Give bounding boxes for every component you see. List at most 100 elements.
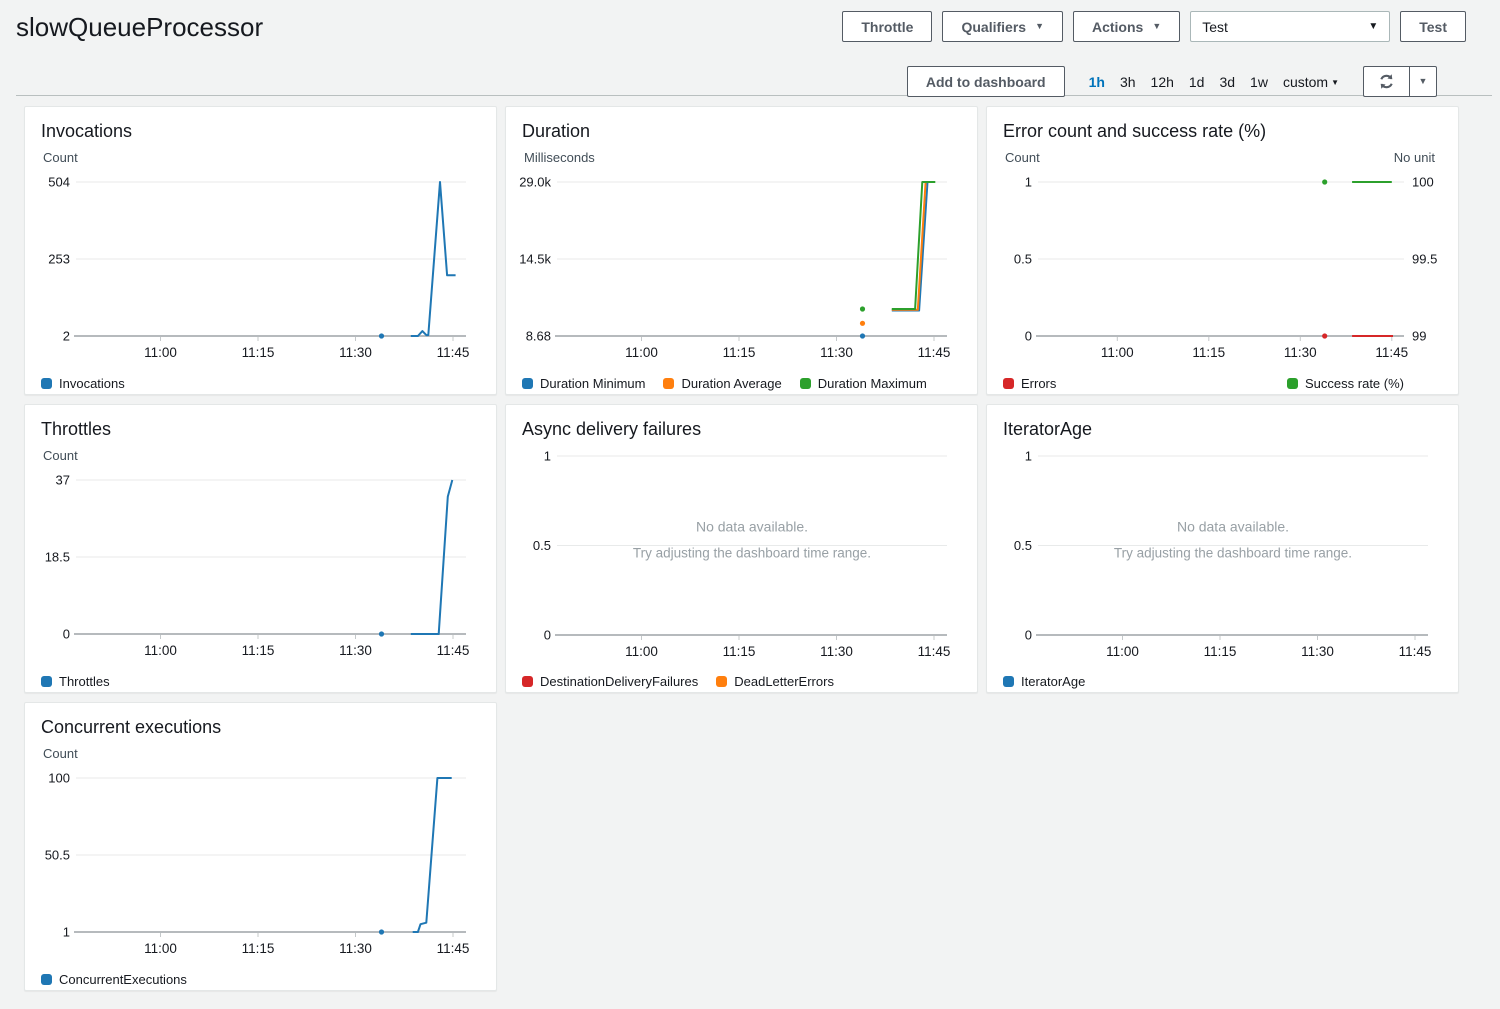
y-tick-label: 14.5k — [519, 252, 551, 267]
y-tick-label: 1 — [1025, 175, 1032, 190]
series-point-Errors — [1322, 333, 1327, 338]
chart-legend: Throttles — [25, 674, 496, 689]
legend-label: IteratorAge — [1021, 674, 1085, 689]
x-tick-label: 11:00 — [144, 643, 177, 658]
left-axis-unit-label: Count — [43, 150, 78, 165]
y-tick-label: 0 — [63, 627, 70, 642]
page-header: slowQueueProcessor Throttle Qualifiers ▼… — [0, 0, 1500, 46]
x-tick-label: 11:15 — [723, 644, 756, 659]
chart-canvas[interactable]: 10.5010099.59911:0011:1511:3011:45 — [987, 173, 1459, 373]
time-range-label: 3h — [1120, 74, 1136, 90]
chart-title: Invocations — [25, 107, 496, 142]
legend-item[interactable]: Success rate (%) — [1287, 376, 1404, 391]
chart-canvas[interactable]: 504253211:0011:1511:3011:45 — [25, 173, 497, 373]
chart-legend: Invocations — [25, 376, 496, 391]
legend-item[interactable]: Duration Minimum — [522, 376, 645, 391]
no-data-line-2: Try adjusting the dashboard time range. — [633, 546, 871, 561]
chart-canvas[interactable]: 3718.5011:0011:1511:3011:45 — [25, 471, 497, 671]
y-tick-label: 1 — [544, 449, 551, 464]
test-event-select-value: Test — [1202, 19, 1228, 35]
refresh-options-button[interactable]: ▼ — [1409, 66, 1437, 97]
y-tick-label: 29.0k — [519, 175, 551, 190]
gridlines — [74, 480, 466, 634]
time-range-1d[interactable]: 1d — [1189, 74, 1205, 90]
y-tick-label: 1 — [1025, 449, 1032, 464]
x-tick-label: 11:30 — [339, 941, 372, 956]
left-axis-unit-label: Count — [1005, 150, 1040, 165]
legend-label: Duration Minimum — [540, 376, 645, 391]
x-tick-label: 11:30 — [1301, 644, 1334, 659]
chart-canvas[interactable]: 10050.5111:0011:1511:3011:45 — [25, 769, 497, 969]
chart-canvas[interactable]: 10.5011:0011:1511:3011:45No data availab… — [987, 447, 1459, 671]
chevron-down-icon: ▼ — [1152, 22, 1161, 31]
no-data-line-1: No data available. — [696, 519, 808, 535]
chart-title: IteratorAge — [987, 405, 1458, 440]
chevron-down-icon: ▼ — [1368, 21, 1378, 32]
time-range-label: custom — [1283, 74, 1328, 90]
chart-legend: ConcurrentExecutions — [25, 972, 496, 987]
chart-title: Concurrent executions — [25, 703, 496, 738]
series-point-Throttles — [379, 631, 384, 636]
time-range-1w[interactable]: 1w — [1250, 74, 1268, 90]
test-button[interactable]: Test — [1400, 11, 1466, 42]
no-data-message: No data available.Try adjusting the dash… — [1114, 519, 1352, 561]
chart-canvas[interactable]: 29.0k14.5k8.6811:0011:1511:3011:45 — [506, 173, 978, 373]
legend-item[interactable]: DeadLetterErrors — [716, 674, 834, 689]
legend-item[interactable]: Errors — [1003, 376, 1056, 391]
gridlines — [74, 778, 466, 932]
legend-label: DeadLetterErrors — [734, 674, 834, 689]
time-range-3h[interactable]: 3h — [1120, 74, 1136, 90]
metric-card: Error count and success rate (%) Count N… — [986, 106, 1459, 395]
time-range-custom[interactable]: custom▼ — [1283, 74, 1339, 90]
legend-swatch — [522, 676, 533, 687]
legend-item[interactable]: Duration Maximum — [800, 376, 927, 391]
test-event-select[interactable]: Test ▼ — [1190, 11, 1390, 42]
x-tick-label: 11:00 — [1101, 345, 1134, 360]
time-range-label: 12h — [1151, 74, 1174, 90]
x-tick-label: 11:45 — [1399, 644, 1432, 659]
x-tick-label: 11:30 — [1284, 345, 1317, 360]
function-name-title: slowQueueProcessor — [16, 8, 263, 46]
right-axis-unit-label: No unit — [1394, 150, 1435, 165]
legend-item[interactable]: DestinationDeliveryFailures — [522, 674, 698, 689]
series-point-Duration Maximum — [860, 306, 865, 311]
refresh-button-group: ▼ — [1363, 66, 1437, 97]
time-range-3d[interactable]: 3d — [1219, 74, 1235, 90]
left-axis-unit-label: Milliseconds — [524, 150, 595, 165]
legend-item[interactable]: Duration Average — [663, 376, 781, 391]
legend-swatch — [41, 676, 52, 687]
x-tick-label: 11:15 — [242, 941, 275, 956]
legend-item[interactable]: ConcurrentExecutions — [41, 972, 187, 987]
chevron-down-icon: ▼ — [1331, 78, 1339, 87]
series-lines — [379, 778, 452, 935]
no-data-line-2: Try adjusting the dashboard time range. — [1114, 546, 1352, 561]
metric-card: Invocations Count 504253211:0011:1511:30… — [24, 106, 497, 395]
x-axis-labels: 11:0011:1511:3011:45 — [625, 636, 950, 659]
y-tick-label: 0 — [1025, 628, 1032, 643]
legend-item[interactable]: IteratorAge — [1003, 674, 1085, 689]
throttle-button[interactable]: Throttle — [842, 11, 932, 42]
actions-dropdown-button[interactable]: Actions ▼ — [1073, 11, 1180, 42]
legend-item[interactable]: Invocations — [41, 376, 125, 391]
x-tick-label: 11:30 — [339, 643, 372, 658]
legend-swatch — [1003, 676, 1014, 687]
series-point-Duration Average — [860, 321, 865, 326]
chart-canvas[interactable]: 10.5011:0011:1511:3011:45No data availab… — [506, 447, 978, 671]
x-tick-label: 11:00 — [625, 345, 658, 360]
qualifiers-dropdown-button[interactable]: Qualifiers ▼ — [942, 11, 1063, 42]
chart-title: Async delivery failures — [506, 405, 977, 440]
series-lines — [860, 182, 935, 339]
left-axis-unit-label: Count — [43, 448, 78, 463]
x-tick-label: 11:00 — [144, 941, 177, 956]
refresh-button[interactable] — [1363, 66, 1409, 97]
legend-swatch — [1287, 378, 1298, 389]
time-range-selector: 1h 3h 12h 1d 3d 1w custom▼ — [1089, 74, 1339, 90]
time-range-12h[interactable]: 12h — [1151, 74, 1174, 90]
time-range-1h[interactable]: 1h — [1089, 74, 1105, 90]
legend-item[interactable]: Throttles — [41, 674, 110, 689]
x-tick-label: 11:15 — [1204, 644, 1237, 659]
add-to-dashboard-button[interactable]: Add to dashboard — [907, 66, 1065, 97]
legend-label: DestinationDeliveryFailures — [540, 674, 698, 689]
x-tick-label: 11:30 — [820, 345, 853, 360]
metric-card: Async delivery failures 10.5011:0011:151… — [505, 404, 978, 693]
